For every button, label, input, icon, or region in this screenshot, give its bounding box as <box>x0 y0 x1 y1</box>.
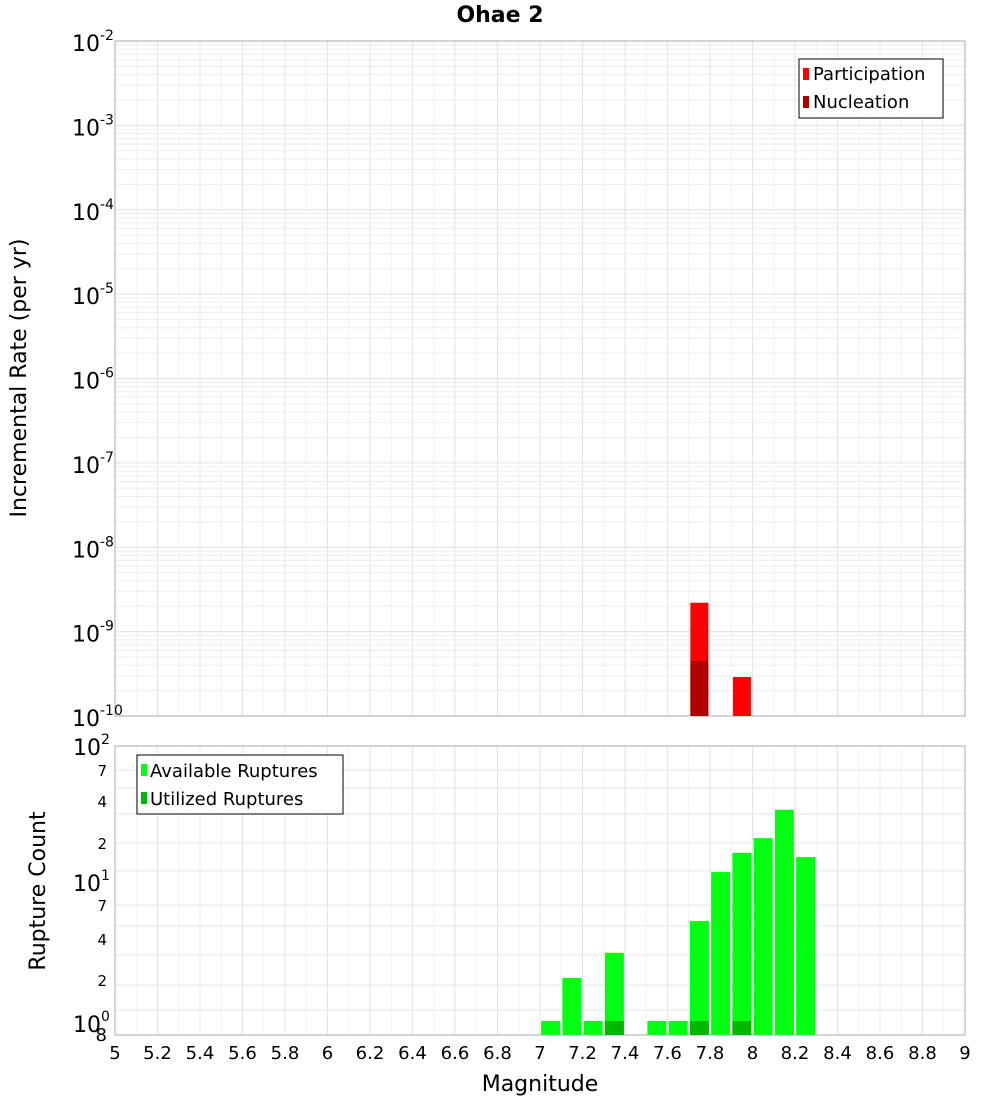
y-tick-label: 10-6 <box>72 366 114 395</box>
x-tick-label: 6 <box>322 1043 333 1064</box>
y-tick-label: 10-2 <box>72 28 114 57</box>
x-tick-label: 7.4 <box>611 1043 640 1064</box>
top-legend-box <box>798 58 944 119</box>
available-ruptures-bar <box>689 921 709 1035</box>
participation-bar <box>732 676 751 716</box>
x-tick-label: 6.2 <box>356 1043 385 1064</box>
x-tick-label: 5.8 <box>271 1043 300 1064</box>
available-ruptures-bar <box>562 977 582 1035</box>
x-tick-label: 5.2 <box>143 1043 172 1064</box>
top-plot-frame <box>114 40 966 717</box>
legend-label-participation: Participation <box>813 64 925 85</box>
top-y-tick-labels: 10-2 10-3 10-4 10-5 10-6 10-7 10-8 10-9 10-10 <box>72 28 123 732</box>
y-tick-label: 10-8 <box>72 534 114 563</box>
y-tick-label: 7 <box>97 897 107 915</box>
y-tick-label: 101 <box>73 868 110 897</box>
available-ruptures-bar <box>796 857 816 1035</box>
bottom-plot-frame <box>114 745 966 1036</box>
available-ruptures-bar <box>774 809 794 1035</box>
y-tick-label: 4 <box>97 793 107 811</box>
x-axis-label: Magnitude <box>482 1072 599 1097</box>
x-tick-label: 8.6 <box>866 1043 895 1064</box>
available-ruptures-bar <box>583 1021 603 1035</box>
x-tick-label: 6.8 <box>483 1043 512 1064</box>
available-ruptures-bar <box>668 1021 688 1035</box>
y-tick-label: 10-4 <box>72 197 114 226</box>
y-tick-label: 10-5 <box>72 281 114 310</box>
legend-swatch-available-ruptures <box>141 764 147 776</box>
x-tick-label: 8.2 <box>781 1043 810 1064</box>
y-tick-label: 8 <box>96 1025 107 1046</box>
x-tick-label: 5.6 <box>228 1043 257 1064</box>
legend-swatch-utilized-ruptures <box>141 792 147 804</box>
utilized-ruptures-bar <box>604 1021 624 1035</box>
x-tick-label: 7.2 <box>568 1043 597 1064</box>
y-tick-label: 2 <box>97 972 107 990</box>
y-tick-label: 10-10 <box>72 703 123 732</box>
x-tick-label: 6.4 <box>398 1043 427 1064</box>
top-y-axis-label: Incremental Rate (per yr) <box>7 239 32 518</box>
available-ruptures-bar <box>647 1021 667 1035</box>
x-tick-label: 5 <box>109 1043 120 1064</box>
x-tick-label: 7 <box>534 1043 545 1064</box>
x-tick-label: 8.8 <box>908 1043 937 1064</box>
chart-title: Ohae 2 <box>456 3 544 28</box>
available-ruptures-bar <box>541 1021 561 1035</box>
legend-label-nucleation: Nucleation <box>813 92 909 113</box>
available-ruptures-bar <box>732 852 752 1035</box>
top-plot-bars <box>690 602 751 716</box>
utilized-ruptures-bar <box>732 1021 752 1035</box>
y-tick-label: 10-7 <box>72 450 114 479</box>
y-tick-label: 4 <box>97 931 107 949</box>
y-tick-label: 10-3 <box>72 112 114 141</box>
x-tick-label: 8 <box>747 1043 758 1064</box>
available-ruptures-bar <box>711 872 731 1035</box>
bottom-legend-box <box>136 754 344 815</box>
y-tick-label: 10-9 <box>72 619 114 648</box>
y-tick-label: 7 <box>97 762 107 780</box>
legend-swatch-nucleation <box>803 96 809 108</box>
x-tick-label: 7.6 <box>653 1043 682 1064</box>
x-tick-label: 9 <box>959 1043 970 1064</box>
y-tick-label: 102 <box>73 732 110 761</box>
top-plot-grid <box>114 41 966 717</box>
x-tick-label: 5.4 <box>186 1043 215 1064</box>
bottom-y-axis-label: Rupture Count <box>26 811 51 971</box>
bottom-plot-bars <box>541 809 816 1035</box>
legend-swatch-participation <box>803 68 809 80</box>
top-legend: Participation Nucleation <box>798 58 944 119</box>
x-tick-label: 6.6 <box>441 1043 470 1064</box>
available-ruptures-bar <box>604 952 624 1035</box>
available-ruptures-bar <box>753 838 773 1035</box>
bottom-legend: Available Ruptures Utilized Ruptures <box>136 754 344 815</box>
utilized-ruptures-bar <box>689 1021 709 1035</box>
legend-label-utilized-ruptures: Utilized Ruptures <box>150 789 303 810</box>
y-tick-label: 100 <box>73 1009 110 1038</box>
x-tick-label: 7.8 <box>696 1043 725 1064</box>
y-tick-label: 2 <box>97 835 107 853</box>
x-tick-labels: 5 5.2 5.4 5.6 5.8 6 6.2 6.4 6.6 6.8 7 7.2 7.4 7.6 7.8 8… <box>109 1043 970 1064</box>
x-tick-label: 8.4 <box>823 1043 852 1064</box>
nucleation-bar <box>690 660 709 716</box>
legend-label-available-ruptures: Available Ruptures <box>150 761 318 782</box>
